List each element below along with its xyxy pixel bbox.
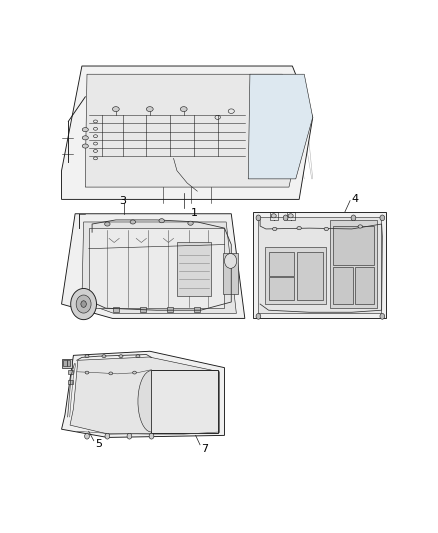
Ellipse shape [180, 107, 187, 111]
Bar [223, 253, 238, 294]
Ellipse shape [188, 221, 193, 225]
Circle shape [105, 433, 110, 439]
Bar [333, 267, 353, 304]
Ellipse shape [272, 227, 277, 231]
Text: 7: 7 [201, 443, 208, 454]
Polygon shape [85, 74, 304, 187]
Circle shape [380, 215, 385, 221]
Circle shape [351, 215, 356, 221]
Bar [67, 380, 73, 384]
Polygon shape [138, 370, 152, 432]
Circle shape [283, 215, 288, 221]
Ellipse shape [109, 372, 113, 375]
Circle shape [225, 254, 237, 268]
Bar [88, 228, 224, 308]
Circle shape [81, 301, 86, 308]
Text: 4: 4 [352, 193, 359, 204]
Bar [67, 360, 71, 366]
Ellipse shape [136, 355, 140, 358]
Bar [268, 252, 294, 276]
Bar [258, 217, 381, 313]
Circle shape [71, 288, 96, 320]
Bar [62, 359, 72, 368]
Ellipse shape [324, 227, 328, 231]
Ellipse shape [85, 355, 89, 358]
Bar [63, 360, 67, 366]
Circle shape [127, 433, 132, 439]
Ellipse shape [358, 225, 363, 228]
Circle shape [256, 313, 261, 319]
Bar [152, 370, 218, 433]
Bar [177, 243, 211, 296]
Bar [333, 226, 374, 265]
Text: 5: 5 [95, 439, 102, 449]
Polygon shape [61, 351, 224, 438]
Ellipse shape [105, 222, 110, 226]
Polygon shape [253, 212, 386, 318]
Circle shape [149, 433, 154, 439]
Bar [268, 277, 294, 300]
Bar [67, 370, 73, 374]
Ellipse shape [133, 371, 136, 374]
Ellipse shape [297, 227, 301, 230]
Text: 3: 3 [119, 196, 126, 206]
Ellipse shape [288, 214, 293, 218]
Ellipse shape [85, 371, 89, 374]
Ellipse shape [82, 144, 88, 148]
Ellipse shape [102, 355, 106, 358]
Circle shape [85, 433, 89, 439]
Bar [355, 267, 374, 304]
Polygon shape [82, 222, 237, 313]
Polygon shape [70, 357, 219, 434]
Polygon shape [248, 74, 313, 179]
Ellipse shape [82, 136, 88, 140]
Polygon shape [61, 214, 245, 318]
Bar [140, 307, 146, 312]
Ellipse shape [82, 127, 88, 132]
Ellipse shape [130, 220, 135, 224]
Ellipse shape [146, 107, 153, 111]
Circle shape [380, 313, 385, 319]
Bar [194, 307, 200, 312]
Ellipse shape [271, 214, 276, 218]
Ellipse shape [113, 107, 119, 111]
Bar [167, 307, 173, 312]
Text: 1: 1 [191, 207, 198, 217]
Circle shape [76, 295, 91, 313]
Ellipse shape [159, 219, 164, 223]
Bar [265, 247, 326, 304]
Ellipse shape [119, 355, 123, 358]
Bar [297, 252, 322, 300]
Circle shape [256, 215, 261, 221]
Bar [330, 220, 377, 308]
Polygon shape [61, 66, 313, 199]
Bar [113, 307, 119, 312]
